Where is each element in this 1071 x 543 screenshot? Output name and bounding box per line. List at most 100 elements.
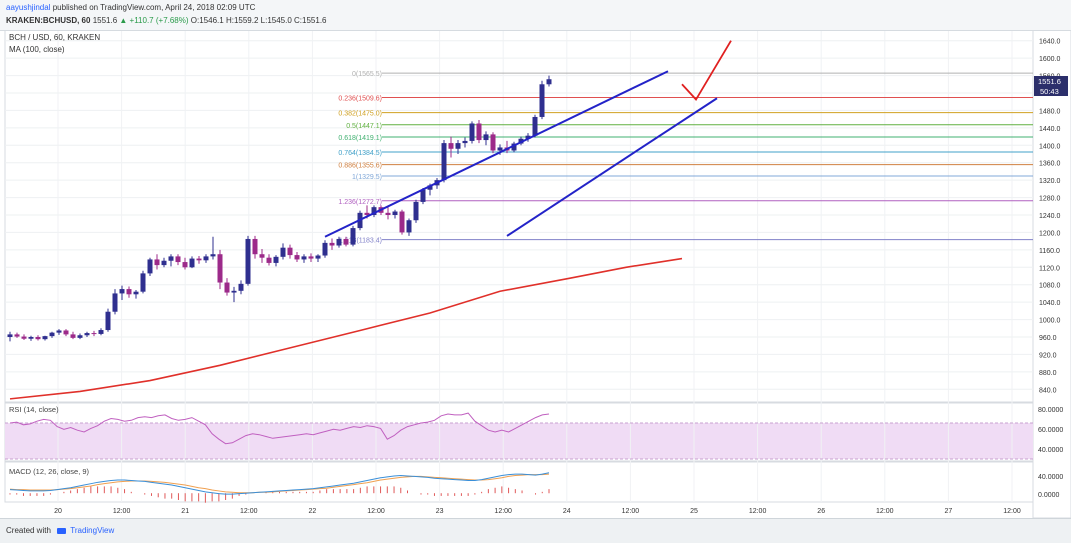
candle-body [329, 242, 335, 246]
time-tick-label: 12:00 [749, 508, 767, 515]
macd-label: MACD (12, 26, close, 9) [9, 467, 90, 476]
symbol: KRAKEN:BCHUSD, 60 [6, 16, 91, 25]
candle-body [511, 143, 517, 151]
created-with: Created with [6, 526, 51, 535]
price-tick-label: 1320.0 [1039, 178, 1061, 185]
macd-lines [9, 472, 550, 503]
fibonacci-levels: 0(1565.5) 0.236(1509.6) 0.382(1475.0) 0.5(1… [338, 71, 1033, 245]
price-tick-label: 1600.0 [1039, 56, 1061, 63]
time-tick-label: 12:00 [494, 508, 512, 515]
channel-lower-line [506, 97, 718, 237]
candles [7, 75, 552, 342]
candle-body [406, 220, 412, 233]
countdown-badge [1034, 86, 1068, 96]
published-text: published on TradingView.com, April 24, … [52, 3, 256, 12]
time-tick-label: 12:00 [367, 508, 385, 515]
candle-body [42, 336, 48, 340]
candle-body [140, 273, 146, 292]
candle-body [252, 238, 258, 255]
candle-body [84, 333, 90, 336]
candle-body [147, 259, 153, 274]
header-bar: aayushjindal published on TradingView.co… [0, 0, 1071, 31]
candle-body [392, 211, 398, 215]
fib-label: 0.236(1509.6) [338, 96, 382, 103]
rsi-tick-40: 40.0000 [1038, 447, 1063, 454]
close-value: C:1551.6 [294, 16, 327, 25]
candle-body [448, 143, 454, 149]
time-tick-label: 12:00 [1003, 508, 1021, 515]
brand-name[interactable]: TradingView [70, 526, 115, 535]
candle-body [441, 143, 447, 181]
rsi-tick-80: 80.0000 [1038, 407, 1063, 414]
candle-body [182, 262, 188, 268]
price-tick-label: 1000.0 [1039, 318, 1061, 325]
candle-body [168, 256, 174, 261]
candle-body [105, 311, 111, 331]
candle-body [133, 291, 139, 295]
rsi-tick-60: 60.0000 [1038, 427, 1063, 434]
price-tick-label: 1360.0 [1039, 161, 1061, 168]
candle-body [539, 84, 545, 117]
candle-body [343, 238, 349, 245]
candle-body [371, 207, 377, 215]
price-tick-label: 1200.0 [1039, 230, 1061, 237]
candle-body [287, 247, 293, 256]
footer-bar: Created with TradingView [0, 518, 1071, 543]
candle-body [259, 254, 265, 258]
candle-body [35, 337, 41, 340]
time-axis-bg [5, 503, 1033, 517]
candle-body [469, 123, 475, 141]
footer-credit: Created with TradingView [6, 526, 114, 535]
candle-body [175, 256, 181, 263]
macd-pane-bg [4, 461, 1034, 503]
time-tick-label: 12:00 [876, 508, 894, 515]
macd-tick-40: 40.0000 [1038, 474, 1063, 481]
time-tick-label: 27 [945, 508, 953, 515]
candle-body [189, 258, 195, 268]
price-tick-label: 880.0 [1039, 370, 1057, 377]
time-tick-label: 12:00 [240, 508, 258, 515]
countdown-text: 50:43 [1040, 87, 1059, 96]
candle-body [154, 259, 160, 266]
candle-body [7, 334, 13, 337]
candle-body [294, 255, 300, 260]
candle-body [427, 185, 433, 190]
candle-body [245, 238, 251, 284]
price-tick-label: 1160.0 [1039, 248, 1060, 255]
candle-body [280, 247, 286, 257]
main-pane-bg [4, 29, 1034, 403]
candle-body [14, 334, 20, 337]
price-tick-label: 1480.0 [1039, 108, 1061, 115]
author-link[interactable]: aayushjindal [6, 3, 51, 12]
time-tick-label: 26 [817, 508, 825, 515]
candle-body [385, 212, 391, 215]
candle-body [91, 333, 97, 335]
candle-body [420, 189, 426, 202]
projection-polyline [681, 40, 732, 102]
last-price-text: 1551.6 [1038, 77, 1061, 86]
last-price-badge [1034, 76, 1068, 86]
channel-trendlines [324, 70, 718, 238]
candle-body [238, 283, 244, 291]
time-tick-label: 21 [181, 508, 189, 515]
time-tick-label: 12:00 [622, 508, 640, 515]
candle-body [322, 242, 328, 256]
candle-body [126, 289, 132, 295]
rsi-polyline [9, 412, 550, 445]
price-axis-bg [1032, 29, 1071, 519]
time-tick-label: 24 [563, 508, 571, 515]
candle-body [273, 256, 279, 263]
rsi-line [5, 412, 1033, 460]
candle-body [196, 258, 202, 261]
candle-body [497, 147, 503, 151]
candle-body [161, 260, 167, 266]
projection-arrow [681, 40, 732, 102]
candle-body [525, 135, 531, 139]
fib-label: 0.5(1447.1) [346, 123, 382, 130]
price-tick-label: 920.0 [1039, 352, 1057, 359]
candle-body [21, 336, 27, 339]
fib-label: 0.886(1355.6) [338, 163, 382, 170]
price-tick-label: 1400.0 [1039, 143, 1061, 150]
candle-body [301, 256, 307, 260]
candle-body [462, 140, 468, 144]
